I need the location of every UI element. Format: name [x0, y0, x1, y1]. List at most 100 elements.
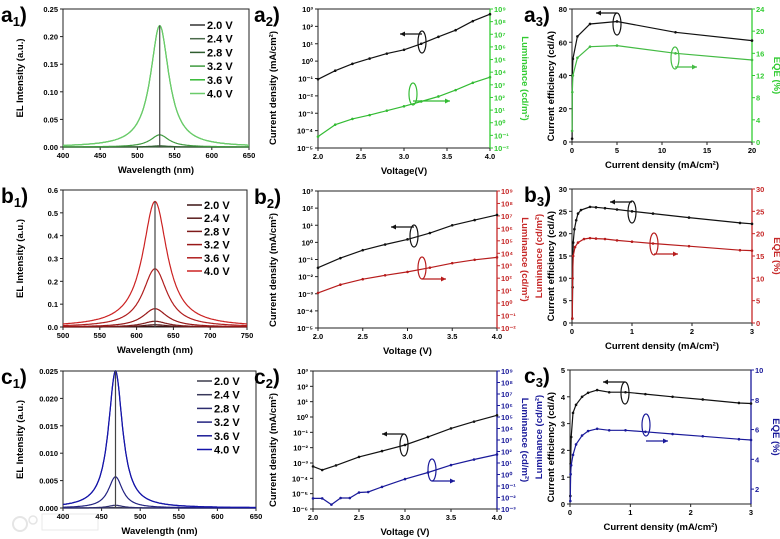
data-point: [316, 135, 320, 138]
data-point: [594, 206, 598, 209]
data-point: [339, 283, 342, 286]
y-tick-label: 5: [561, 366, 565, 375]
watermark-logo: [12, 513, 99, 532]
y-tick-label: 0.000: [39, 504, 58, 513]
y2-tick-label: 10⁰: [501, 471, 513, 480]
data-point: [403, 443, 407, 447]
y2-tick-label: 10⁻¹: [494, 131, 509, 140]
legend-label: 2.0 V: [207, 20, 233, 32]
data-point: [671, 395, 674, 399]
y2-tick-label: 10: [755, 366, 763, 375]
y-tick-label: 0.15: [43, 60, 58, 69]
y2-tick-label: 10³: [494, 81, 505, 90]
data-point: [738, 221, 742, 225]
data-point: [624, 429, 627, 432]
x-tick-label: 2.5: [358, 332, 368, 341]
data-point: [571, 254, 575, 258]
y2-tick-label: 10⁻¹: [501, 312, 516, 321]
y-tick-label: 10⁻⁴: [292, 474, 308, 483]
y-tick-label: 3: [561, 420, 565, 429]
luminance-axis-title-fragment: Luminance (cd/m²): [534, 395, 545, 479]
data-point: [576, 241, 580, 244]
panel-c1: c1) 400 450 500 550 600 650 0.000 0.005 0.010 0.01…: [1, 366, 262, 537]
data-point: [651, 212, 655, 215]
legend-label: 4.0 V: [207, 89, 233, 101]
x-tick-label: 20: [748, 146, 756, 155]
y-tick-label: 60: [559, 38, 567, 47]
x-tick-label: 2.5: [354, 513, 364, 522]
legend-label: 2.4 V: [207, 34, 233, 46]
y-tick-label: 10⁻⁵: [297, 324, 313, 333]
y2-tick-label: 0: [756, 138, 760, 147]
y2-tick-label: 10⁶: [501, 224, 513, 233]
y2-tick-label: 10⁵: [501, 413, 513, 422]
plot-frame: [571, 8, 753, 143]
y-axis-title: Current efficiency (cd/A): [546, 392, 557, 502]
y-tick-label: 10⁻³: [293, 459, 308, 468]
y-tick-label: 20: [559, 105, 567, 114]
luminance-axis-title-fragment: Luminance (cd/m²): [534, 214, 545, 298]
data-point: [426, 435, 430, 439]
y2-axis-title: Luminance (cd/m²): [519, 217, 530, 301]
x-tick-label: 3.5: [442, 152, 452, 161]
data-point: [588, 236, 592, 240]
y-tick-label: 10¹: [302, 221, 313, 230]
x-tick-label: 700: [204, 331, 217, 340]
y2-tick-label: 10⁹: [494, 5, 506, 14]
data-point: [471, 81, 475, 85]
data-point: [334, 464, 338, 467]
x-tick-label: 650: [167, 331, 180, 340]
data-point: [495, 256, 499, 259]
data-point: [361, 277, 365, 281]
data-point: [644, 392, 647, 396]
series-current-efficiency: [571, 20, 753, 139]
data-point: [573, 227, 576, 231]
data-point: [624, 390, 627, 394]
x-tick-label: 3.0: [402, 332, 412, 341]
y2-tick-label: 24: [756, 5, 765, 14]
axis-indicator-arrow: [610, 199, 637, 224]
y-axis-title: EL Intensity (a.u.): [15, 400, 26, 479]
legend-label: 2.8 V: [214, 403, 240, 415]
y2-tick-label: 10⁻¹: [501, 482, 516, 491]
y-tick-label: 10²: [297, 382, 308, 391]
data-point: [615, 20, 619, 23]
y2-tick-label: 20: [756, 230, 764, 239]
axis-indicator-arrow: [391, 224, 419, 248]
y-tick-label: 10²: [302, 22, 313, 31]
x-axis-title: Wavelength (nm): [121, 526, 197, 537]
data-point: [368, 57, 371, 60]
data-point: [687, 244, 691, 248]
axis-indicator-arrow: [382, 431, 409, 457]
y-tick-label: 40: [559, 72, 567, 81]
y-tick-label: 0.015: [39, 422, 58, 431]
x-tick-label: 10: [658, 146, 666, 155]
y2-tick-label: 8: [755, 396, 759, 405]
legend-label: 2.0 V: [204, 200, 230, 212]
data-point: [366, 490, 370, 494]
data-point: [333, 123, 337, 126]
x-tick-label: 5: [615, 146, 619, 155]
data-point: [472, 458, 476, 461]
legend-label: 2.8 V: [207, 47, 233, 59]
panel-label: a3): [524, 4, 550, 29]
axis-indicator-arrow: [400, 30, 427, 54]
x-axis-title: Current density (mA/cm²): [603, 522, 717, 533]
data-point: [571, 241, 575, 244]
y2-axis-title: Luminance (cd/m²): [519, 398, 530, 482]
data-point: [383, 274, 387, 277]
data-point: [569, 435, 573, 439]
y-tick-label: 0.020: [39, 394, 58, 403]
x-tick-label: 15: [703, 146, 711, 155]
data-point: [571, 317, 574, 320]
panel-a2: a2) 2.0 2.5 3.0 3.5 4.0 10⁻⁵ 10⁻⁴ 10⁻³ 10⁻² 10⁻¹ 10…: [254, 4, 530, 177]
data-point: [311, 497, 315, 500]
data-point: [385, 52, 389, 55]
data-point: [380, 485, 384, 489]
data-point: [437, 35, 440, 39]
panel-label: a2): [254, 4, 280, 29]
y2-tick-label: 10⁰: [501, 299, 513, 308]
data-point: [586, 391, 590, 395]
data-point: [749, 402, 753, 405]
